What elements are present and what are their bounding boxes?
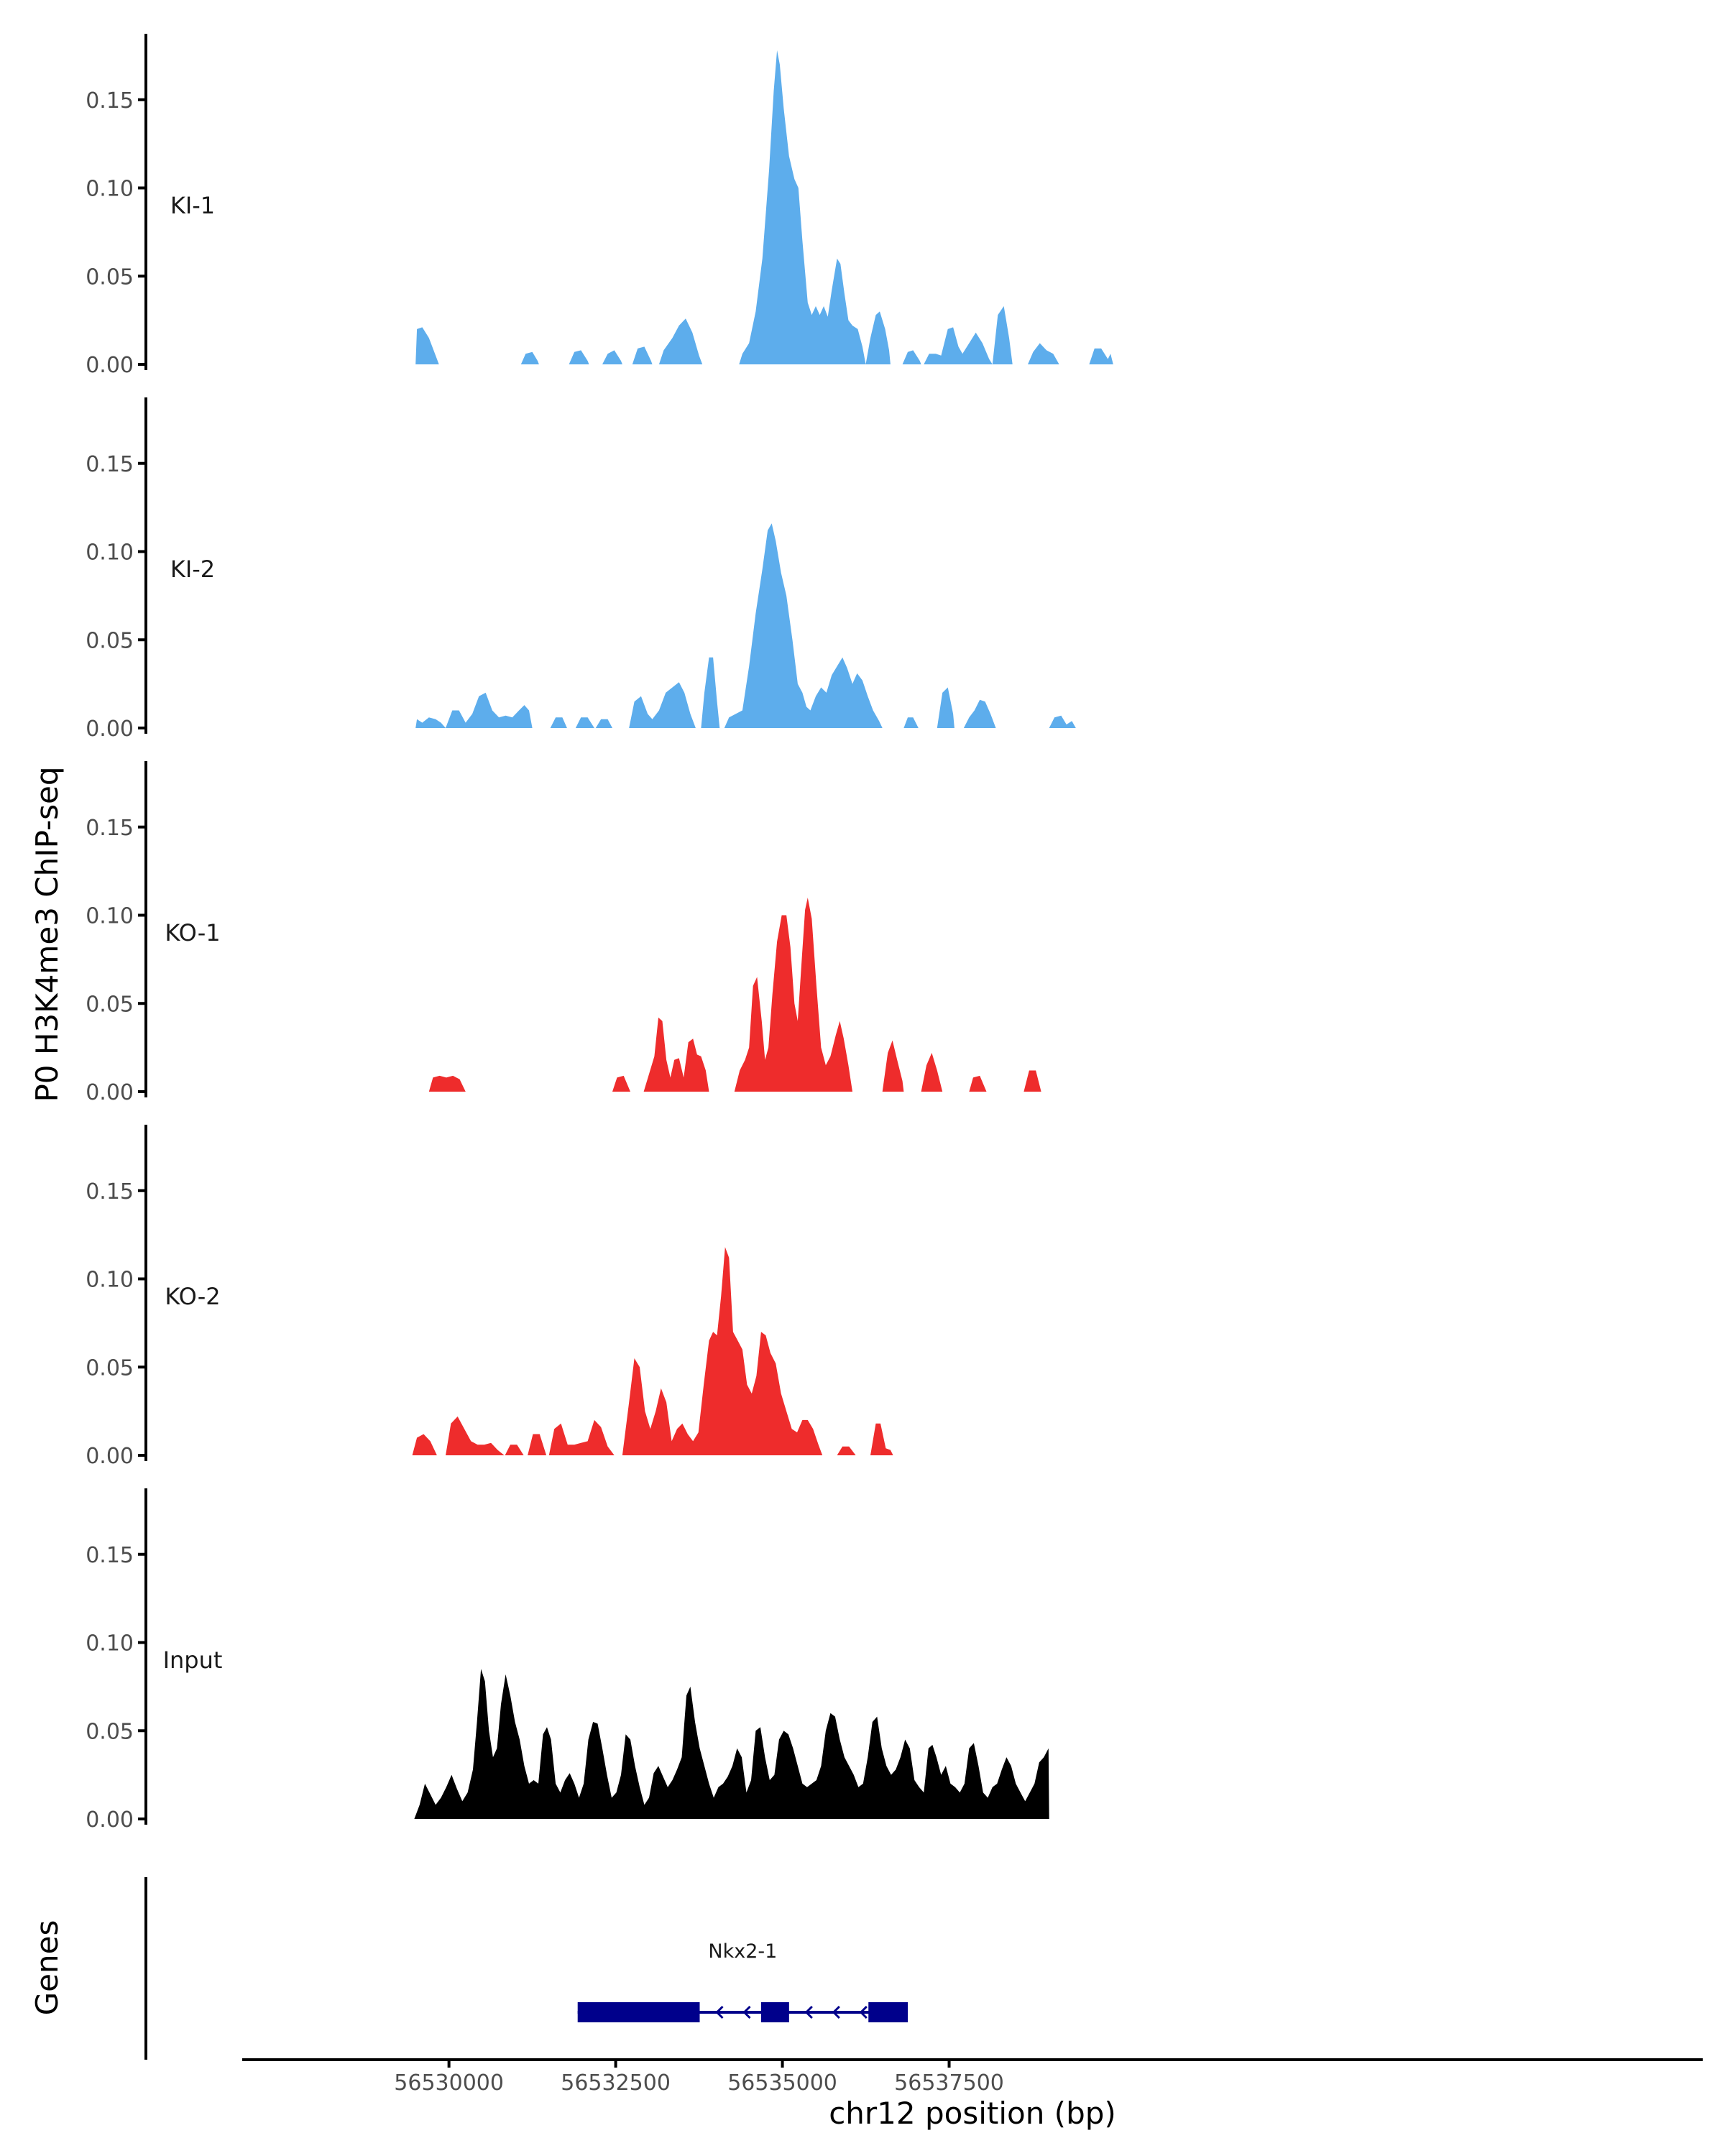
y-tick-label: 0.05 [86, 1355, 134, 1381]
y-tick-label: 0.15 [86, 1543, 134, 1568]
signal-tracks: 0.00 0.05 0.10 0.15 KI-1 0.00 0.05 0.10 0.15 KI-2… [86, 34, 1113, 1833]
y-tick-label: 0.10 [86, 1631, 134, 1657]
y-tick-label: 0.00 [86, 353, 134, 378]
track-label: KI-2 [170, 556, 215, 583]
y-tick-label: 0.10 [86, 1268, 134, 1293]
gene-nkx2-1: Nkx2-1 [577, 1940, 908, 2022]
track-ki-2: 0.00 0.05 0.10 0.15 KI-2 [86, 397, 1076, 742]
genes-axis-title: Genes [29, 1920, 65, 2016]
y-tick-label: 0.15 [86, 88, 134, 114]
y-tick-label: 0.15 [86, 452, 134, 477]
strand-arrow [804, 2005, 813, 2019]
track-ki-1: 0.00 0.05 0.10 0.15 KI-1 [86, 34, 1113, 378]
signal-area-ko-1 [428, 898, 1041, 1092]
gene-exon [577, 2002, 700, 2022]
track-ko-1: 0.00 0.05 0.10 0.15 KO-1 [86, 761, 1041, 1105]
gene-label: Nkx2-1 [708, 1940, 777, 1963]
y-tick-label: 0.10 [86, 177, 134, 202]
y-tick-label: 0.10 [86, 904, 134, 929]
strand-arrow [832, 2005, 840, 2019]
track-label: KO-1 [165, 919, 220, 946]
strand-arrow [859, 2005, 868, 2019]
y-tick-label: 0.05 [86, 628, 134, 653]
track-ko-2: 0.00 0.05 0.10 0.15 KO-2 [86, 1125, 893, 1469]
gene-exon [760, 2002, 789, 2022]
y-tick-label: 0.05 [86, 992, 134, 1017]
y-tick-label: 0.05 [86, 1719, 134, 1744]
y-axis-title: P0 H3K4me3 ChIP-seq [29, 766, 65, 1102]
y-tick-label: 0.00 [86, 1080, 134, 1105]
signal-area-ki-1 [415, 50, 1113, 364]
track-label: Input [163, 1646, 223, 1674]
x-axis: 56530000 56532500 56535000 56537500 [242, 2058, 1703, 2096]
strand-arrow [715, 2005, 724, 2019]
x-tick-label: 56530000 [394, 2070, 504, 2096]
strand-arrow [742, 2005, 751, 2019]
signal-area-ko-2 [412, 1247, 893, 1455]
gene-exon [868, 2002, 908, 2022]
genes-panel: Nkx2-1 [144, 1877, 908, 2060]
track-label: KI-1 [170, 192, 215, 219]
y-tick-label: 0.05 [86, 264, 134, 290]
x-tick-label: 56537500 [894, 2070, 1004, 2096]
x-axis-title: chr12 position (bp) [829, 2096, 1116, 2131]
y-tick-label: 0.10 [86, 540, 134, 566]
y-tick-label: 0.00 [86, 1807, 134, 1833]
signal-area-ki-2 [415, 523, 1076, 728]
track-input: 0.00 0.05 0.10 0.15 Input [86, 1488, 1049, 1833]
track-label: KO-2 [165, 1283, 220, 1310]
signal-area-input [414, 1669, 1049, 1819]
x-tick-label: 56532500 [561, 2070, 671, 2096]
y-tick-label: 0.15 [86, 1179, 134, 1204]
x-tick-label: 56535000 [727, 2070, 837, 2096]
y-tick-label: 0.15 [86, 816, 134, 841]
y-tick-label: 0.00 [86, 1444, 134, 1469]
y-tick-label: 0.00 [86, 717, 134, 742]
